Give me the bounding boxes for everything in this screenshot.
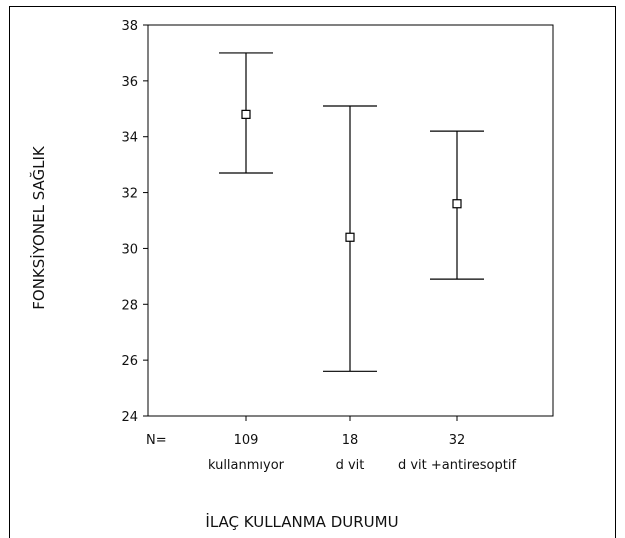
y-tick-label-7: 38 — [121, 19, 138, 34]
x-ticks — [245, 416, 458, 421]
mean-marker-2 — [452, 199, 462, 209]
category-label-2: d vit +antiresoptif — [398, 458, 516, 473]
y-tick-label-2: 28 — [121, 298, 138, 313]
error-bar-0 — [219, 52, 273, 174]
error-bar-1 — [323, 105, 377, 372]
y-tick-label-4: 32 — [121, 187, 138, 202]
y-tick-label-5: 34 — [121, 131, 138, 146]
category-labels: 109 kullanmıyor 18 d vit 32 d vit +antiresopt… — [208, 433, 516, 473]
category-label-0: kullanmıyor — [208, 458, 285, 473]
x-axis-title: İLAÇ KULLANMA DURUMU — [205, 512, 398, 531]
mean-marker-1 — [345, 232, 355, 242]
y-tick-label-1: 26 — [121, 354, 138, 369]
error-bars — [219, 52, 484, 372]
n-value-2: 32 — [449, 433, 466, 448]
error-bar-2 — [430, 130, 484, 280]
chart-frame — [9, 6, 616, 538]
mean-marker-0 — [241, 109, 251, 119]
y-axis-title: FONKSİYONEL SAĞLIK — [29, 145, 48, 310]
y-ticks: 24 26 28 30 32 34 36 38 — [121, 19, 148, 425]
plot-area — [147, 24, 554, 417]
n-value-0: 109 — [234, 433, 259, 448]
y-tick-label-6: 36 — [121, 75, 138, 90]
y-tick-label-0: 24 — [121, 410, 138, 425]
y-tick-label-3: 30 — [121, 242, 138, 257]
category-label-1: d vit — [336, 458, 365, 473]
n-label: N= — [146, 433, 167, 448]
n-value-1: 18 — [342, 433, 359, 448]
